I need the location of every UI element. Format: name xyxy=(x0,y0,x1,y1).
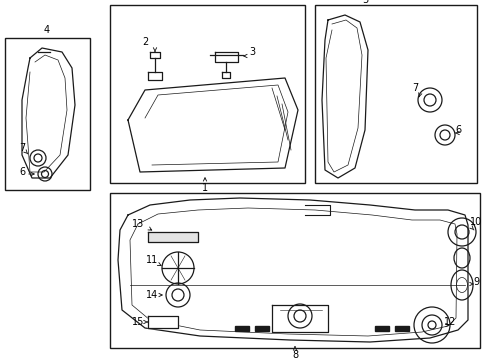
Bar xyxy=(110,5,305,183)
Polygon shape xyxy=(215,52,238,62)
Text: 1: 1 xyxy=(202,183,208,193)
Bar xyxy=(5,38,90,190)
Text: 5: 5 xyxy=(362,0,368,5)
Text: 15: 15 xyxy=(132,317,144,327)
Bar xyxy=(315,5,477,183)
Bar xyxy=(375,326,389,331)
Polygon shape xyxy=(148,232,198,242)
Text: 11: 11 xyxy=(146,255,158,265)
Text: 7: 7 xyxy=(412,83,418,93)
Text: 7: 7 xyxy=(19,143,25,153)
Polygon shape xyxy=(128,78,298,172)
Text: 6: 6 xyxy=(19,167,25,177)
Bar xyxy=(110,193,480,348)
Text: 8: 8 xyxy=(292,350,298,360)
Bar xyxy=(235,326,249,331)
Text: 14: 14 xyxy=(146,290,158,300)
Text: 9: 9 xyxy=(473,277,479,287)
Polygon shape xyxy=(148,316,178,328)
Text: 6: 6 xyxy=(455,125,461,135)
Polygon shape xyxy=(22,48,75,178)
Polygon shape xyxy=(272,305,328,332)
Bar xyxy=(255,326,269,331)
Polygon shape xyxy=(150,52,160,58)
Text: 13: 13 xyxy=(132,219,144,229)
Text: 3: 3 xyxy=(249,47,255,57)
Polygon shape xyxy=(322,15,368,178)
Bar xyxy=(395,326,409,331)
Text: 2: 2 xyxy=(142,37,148,47)
Text: 4: 4 xyxy=(44,25,50,35)
Text: 10: 10 xyxy=(470,217,482,227)
Polygon shape xyxy=(222,72,230,78)
Polygon shape xyxy=(148,72,162,80)
Text: 12: 12 xyxy=(444,317,456,327)
Polygon shape xyxy=(118,198,468,342)
